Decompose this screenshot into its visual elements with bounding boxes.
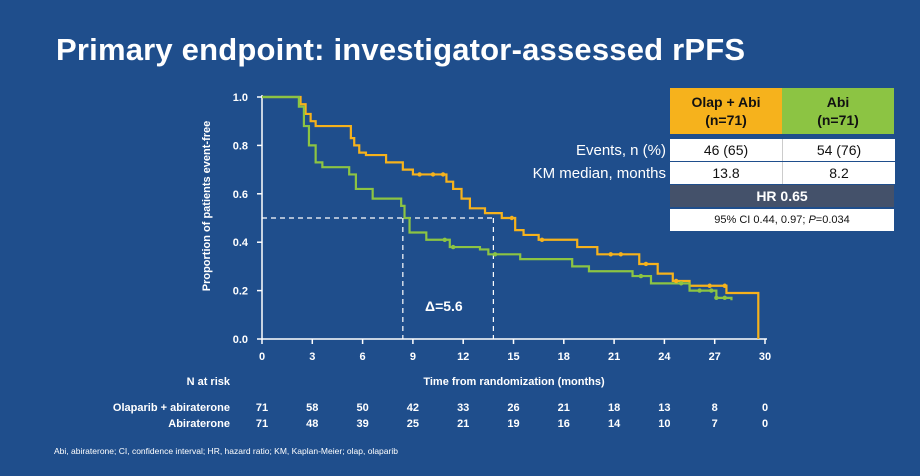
at-risk-value: 14 [607, 418, 621, 430]
y-tick-label: 0.6 [233, 189, 248, 201]
y-axis-title-wrap: Proportion of patients event-free [196, 96, 220, 326]
censor-mark [608, 252, 613, 257]
events-olap: 46 (65) [670, 139, 782, 161]
at-risk-value: 25 [406, 418, 420, 430]
y-tick-label: 0.4 [233, 237, 249, 249]
events-abi: 54 (76) [782, 139, 895, 161]
x-tick-label: 6 [360, 351, 366, 363]
y-tick-label: 0.8 [233, 140, 248, 152]
at-risk-value: 18 [607, 402, 621, 414]
censor-mark [618, 252, 624, 257]
at-risk-value: 10 [658, 418, 671, 430]
ci-prefix: 95% CI 0.44, 0.97; [714, 214, 809, 226]
at-risk-value: 21 [457, 418, 470, 430]
x-tick-label: 24 [658, 351, 671, 363]
at-risk-value: 13 [658, 402, 671, 414]
events-label: Events, n (%) [575, 142, 666, 159]
censor-mark [707, 283, 712, 288]
km-median-label: KM median, months [532, 165, 666, 182]
x-tick-label: 27 [709, 351, 721, 363]
at-risk-value: 7 [711, 418, 718, 430]
abi-header-line: (n=71) [817, 112, 859, 128]
y-axis-title: Proportion of patients event-free [201, 120, 213, 292]
x-axis-title: Time from randomization (months) [423, 376, 605, 388]
at-risk-value: 50 [356, 402, 369, 414]
at-risk-value: 16 [557, 418, 570, 430]
x-tick-label: 3 [309, 351, 315, 363]
at-risk-value: 0 [761, 402, 769, 414]
km-median-abi: 8.2 [782, 162, 895, 184]
censor-mark [430, 172, 436, 177]
at-risk-value: 33 [457, 402, 470, 414]
y-tick-label: 1.0 [233, 92, 248, 104]
censor-mark [643, 261, 649, 267]
results-table: Olap + Abi (n=71) Abi (n=71) Events, n (%)… [410, 88, 895, 238]
at-risk-value: 48 [306, 418, 319, 430]
at-risk-value: 71 [255, 418, 269, 430]
x-tick-label: 18 [558, 351, 570, 363]
km-curves [262, 95, 760, 339]
ci-suffix: =0.034 [815, 214, 850, 226]
olap-header-line: Olap + Abi [691, 94, 761, 110]
censor-mark [638, 273, 644, 279]
at-risk-value: 58 [306, 402, 319, 414]
at-risk-value: 0 [761, 418, 769, 430]
x-tick-label: 12 [457, 351, 469, 363]
km-median-olap: 13.8 [670, 162, 782, 184]
confidence-interval: 95% CI 0.44, 0.97; P=0.034 [670, 209, 894, 231]
censor-mark [697, 288, 702, 293]
censor-mark [678, 281, 684, 286]
censor-mark [440, 172, 446, 177]
ci-p-label: P [808, 214, 816, 226]
abi-curve [262, 95, 733, 301]
censor-mark [709, 288, 714, 293]
median-guides [262, 217, 494, 339]
at-risk-value: 71 [255, 402, 269, 414]
y-tick-label: 0.2 [233, 286, 248, 298]
delta-label: Δ=5.6 [425, 298, 463, 314]
x-tick-label: 0 [259, 351, 265, 363]
at-risk-row-label: Abiraterone [168, 418, 230, 430]
x-tick-label: 30 [759, 351, 771, 363]
tick-labels: 0.0 0.2 0.4 0.6 0.8 1.0 0 3 6 9 12 15 18 21 24 27 30 [233, 92, 771, 363]
slide-title: Primary endpoint: investigator-assessed … [56, 32, 746, 67]
censor-mark [714, 295, 719, 301]
hazard-ratio: HR 0.65 [670, 185, 894, 207]
n-at-risk-title: N at risk [186, 376, 230, 388]
x-tick-label: 21 [608, 351, 620, 363]
censor-mark [509, 215, 515, 221]
at-risk-value: 19 [507, 418, 520, 430]
censor-mark [492, 252, 498, 257]
censor-mark [417, 172, 422, 177]
olap-header: Olap + Abi (n=71) [670, 88, 782, 134]
at-risk-value: 42 [406, 402, 420, 414]
olap-abi-curve [262, 95, 760, 339]
abi-header-line: Abi [826, 94, 850, 110]
abi-header: Abi (n=71) [782, 88, 894, 134]
at-risk-value: 39 [356, 418, 369, 430]
x-tick-label: 15 [507, 351, 519, 363]
censor-mark [539, 237, 545, 242]
y-tick-label: 0.0 [233, 334, 248, 346]
censor-mark [450, 244, 456, 250]
at-risk-value: 8 [711, 402, 718, 414]
footnote: Abi, abiraterone; CI, confidence interva… [54, 446, 398, 456]
chart-axes [257, 95, 767, 344]
at-risk-row-label: Olaparib + abiraterone [112, 402, 230, 414]
censor-mark [442, 237, 447, 242]
olap-header-line: (n=71) [705, 112, 747, 128]
x-tick-label: 9 [410, 351, 416, 363]
censor-mark [722, 295, 727, 301]
censor-mark [722, 283, 727, 288]
censor-mark [673, 278, 679, 284]
at-risk-value: 26 [507, 402, 520, 414]
at-risk-value: 21 [557, 402, 570, 414]
